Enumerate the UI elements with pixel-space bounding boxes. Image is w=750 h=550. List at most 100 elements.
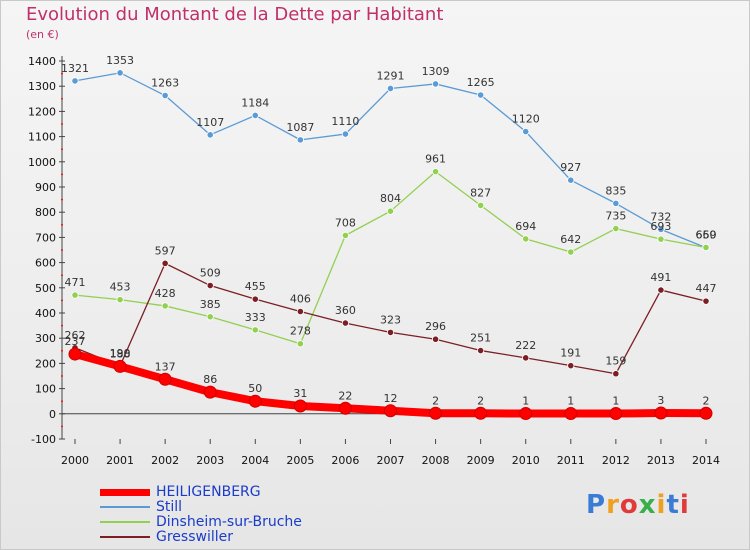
y-minor-tick xyxy=(61,400,63,403)
data-point xyxy=(657,286,665,294)
data-label: 659 xyxy=(696,229,717,242)
data-point xyxy=(296,340,304,348)
proxiti-logo: Proxiti xyxy=(586,490,690,520)
data-point xyxy=(161,91,169,100)
data-point xyxy=(386,84,395,93)
y-minor-tick xyxy=(61,97,63,100)
data-label: 50 xyxy=(248,382,262,395)
x-tick-label: 2000 xyxy=(61,454,89,467)
y-tick-label: 0 xyxy=(49,408,56,421)
y-tick-label: 100 xyxy=(35,383,56,396)
data-label: 3 xyxy=(657,394,664,407)
data-point xyxy=(293,399,307,413)
data-label: 2 xyxy=(432,394,439,407)
data-label: 509 xyxy=(200,267,221,280)
logo-letter: P xyxy=(586,490,607,520)
y-tick-label: 700 xyxy=(35,231,56,244)
x-tick-label: 2009 xyxy=(467,454,495,467)
data-point xyxy=(68,347,82,361)
data-point xyxy=(431,168,440,176)
data-label: 1265 xyxy=(467,76,495,89)
y-minor-tick xyxy=(61,425,63,428)
data-label: 159 xyxy=(605,355,626,368)
y-tick-label: 1300 xyxy=(28,80,56,93)
x-tick-label: 2007 xyxy=(377,454,405,467)
y-minor-tick xyxy=(61,299,63,302)
y-minor-tick xyxy=(61,198,63,201)
data-label: 360 xyxy=(335,304,356,317)
y-tick-label: 800 xyxy=(35,206,56,219)
data-label: 333 xyxy=(245,311,266,324)
data-label: 188 xyxy=(110,347,131,360)
y-tick-label: 900 xyxy=(35,181,56,194)
y-tick-label: 200 xyxy=(35,357,56,370)
data-point xyxy=(612,370,620,378)
x-tick-label: 2006 xyxy=(331,454,359,467)
data-label: 1353 xyxy=(106,54,134,67)
data-label: 491 xyxy=(650,271,671,284)
x-tick-label: 2003 xyxy=(196,454,224,467)
data-point xyxy=(341,319,350,327)
y-minor-tick xyxy=(61,223,63,226)
data-point xyxy=(654,406,668,420)
x-tick-label: 2014 xyxy=(692,454,720,467)
data-point xyxy=(657,235,665,243)
logo-letter: x xyxy=(638,490,657,520)
data-label: 835 xyxy=(605,184,626,197)
data-point xyxy=(477,346,485,355)
legend-item-still: Still xyxy=(100,500,360,515)
data-point xyxy=(341,231,350,239)
data-point xyxy=(206,281,214,290)
data-point xyxy=(567,176,575,184)
logo-letter: i xyxy=(656,490,667,520)
data-label: 453 xyxy=(110,281,131,294)
y-minor-tick xyxy=(61,72,63,75)
y-tick-label: 1400 xyxy=(28,55,56,68)
y-minor-tick xyxy=(61,148,63,151)
chart-title: Evolution du Montant de la Dette par Hab… xyxy=(26,4,444,25)
legend-label-dinsheim: Dinsheim-sur-Bruche xyxy=(156,514,302,530)
data-point xyxy=(384,404,397,418)
data-point xyxy=(203,385,217,399)
data-label: 447 xyxy=(696,282,717,295)
data-label: 12 xyxy=(384,392,398,405)
data-label: 660 xyxy=(696,228,717,241)
x-tick-label: 2008 xyxy=(422,454,450,467)
legend-label-gresswiller: Gresswiller xyxy=(156,529,233,545)
data-label: 1291 xyxy=(377,69,405,82)
x-tick-label: 2001 xyxy=(106,454,134,467)
data-label: 2 xyxy=(477,394,484,407)
data-label: 1110 xyxy=(331,115,359,128)
data-label: 694 xyxy=(515,220,536,233)
data-label: 961 xyxy=(425,153,446,166)
data-point xyxy=(522,235,530,243)
data-label: 22 xyxy=(338,389,352,402)
y-minor-tick xyxy=(61,349,63,352)
data-label: 735 xyxy=(605,210,626,223)
chart-subtitle: (en €) xyxy=(26,28,59,41)
data-point xyxy=(522,354,530,362)
data-label: 827 xyxy=(470,186,491,199)
data-point xyxy=(251,326,259,334)
data-point xyxy=(116,69,124,77)
data-label: 237 xyxy=(65,335,86,348)
x-tick-label: 2012 xyxy=(602,454,630,467)
data-label: 1107 xyxy=(196,116,224,129)
data-label: 1184 xyxy=(241,96,269,109)
data-point xyxy=(251,111,259,120)
data-point xyxy=(161,259,169,267)
y-tick-label: -100 xyxy=(31,433,56,446)
x-tick-label: 2005 xyxy=(286,454,314,467)
x-tick-label: 2004 xyxy=(241,454,269,467)
y-minor-tick xyxy=(61,274,63,277)
data-label: 1 xyxy=(567,395,574,408)
data-label: 1087 xyxy=(286,121,314,134)
x-tick-label: 2002 xyxy=(151,454,179,467)
y-minor-tick xyxy=(61,123,63,125)
data-label: 471 xyxy=(65,276,86,289)
data-point xyxy=(116,296,124,304)
logo-letter: i xyxy=(679,490,690,520)
data-point xyxy=(477,91,485,99)
data-point xyxy=(609,407,623,421)
